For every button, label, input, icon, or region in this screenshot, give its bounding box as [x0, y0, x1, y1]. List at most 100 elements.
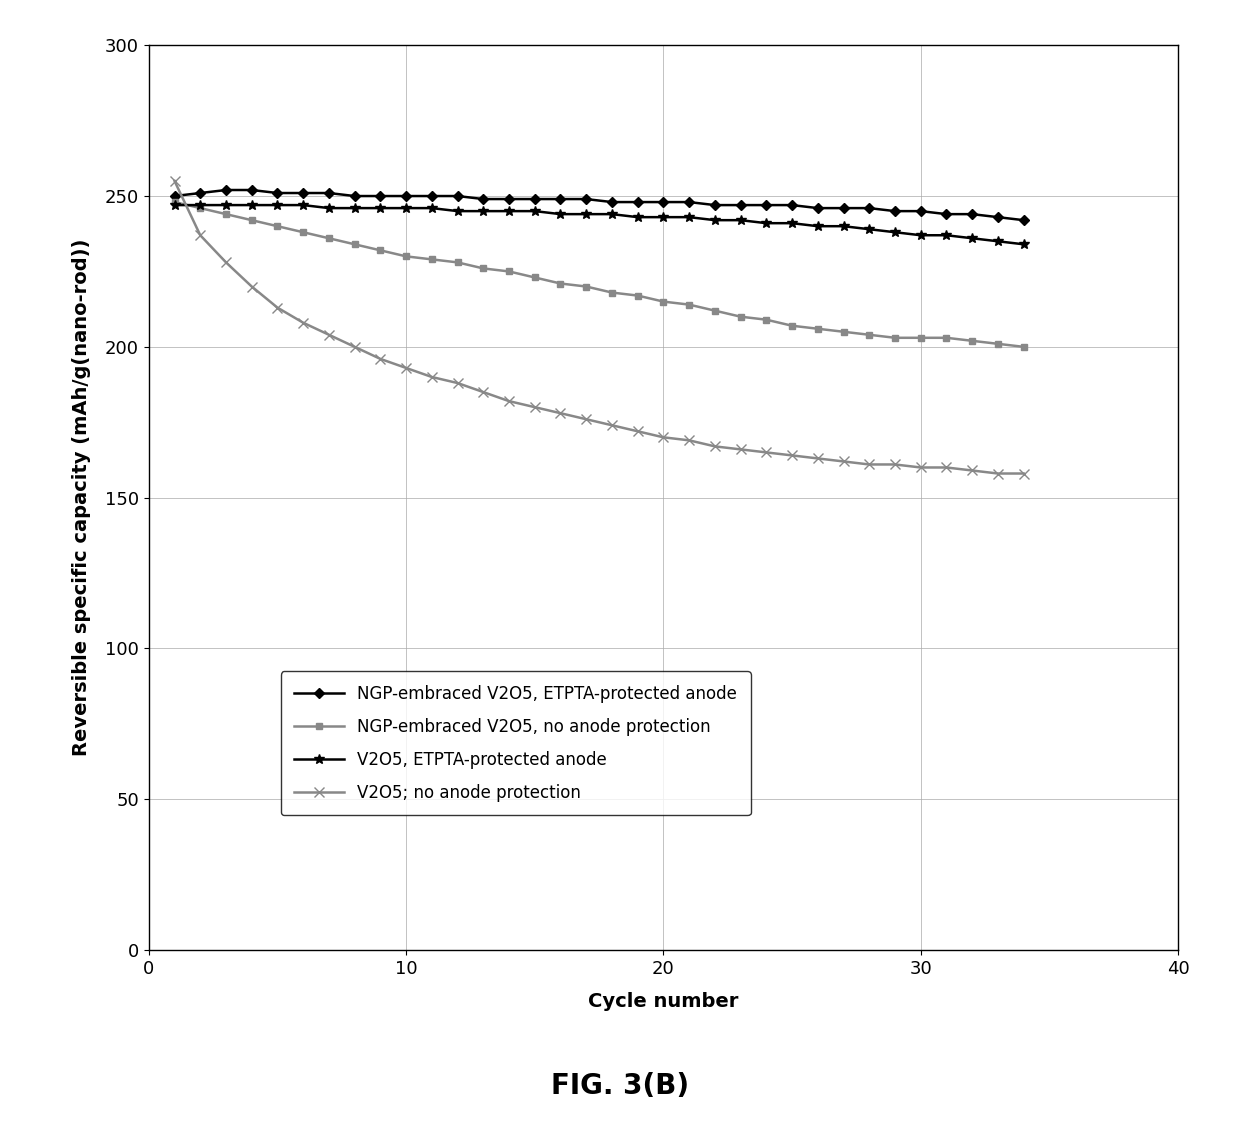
V2O5, ETPTA-protected anode — [939, 228, 954, 242]
NGP-embraced V2O5, ETPTA-protected anode — [193, 187, 208, 200]
Line: V2O5, ETPTA-protected anode: V2O5, ETPTA-protected anode — [170, 200, 1028, 249]
V2O5, ETPTA-protected anode — [862, 223, 877, 236]
NGP-embraced V2O5, ETPTA-protected anode — [785, 198, 800, 211]
NGP-embraced V2O5, no anode protection — [759, 313, 774, 327]
V2O5; no anode protection — [218, 256, 233, 269]
NGP-embraced V2O5, ETPTA-protected anode — [965, 207, 980, 221]
NGP-embraced V2O5, no anode protection — [399, 250, 414, 264]
V2O5; no anode protection — [193, 228, 208, 242]
NGP-embraced V2O5, no anode protection — [811, 322, 826, 336]
V2O5; no anode protection — [605, 418, 620, 432]
NGP-embraced V2O5, no anode protection — [424, 252, 439, 266]
V2O5; no anode protection — [759, 446, 774, 459]
NGP-embraced V2O5, no anode protection — [913, 331, 928, 345]
NGP-embraced V2O5, no anode protection — [605, 286, 620, 300]
V2O5, ETPTA-protected anode — [836, 219, 851, 233]
NGP-embraced V2O5, ETPTA-protected anode — [836, 201, 851, 215]
NGP-embraced V2O5, ETPTA-protected anode — [707, 198, 722, 211]
V2O5; no anode protection — [630, 424, 645, 438]
V2O5, ETPTA-protected anode — [811, 219, 826, 233]
Line: NGP-embraced V2O5, ETPTA-protected anode: NGP-embraced V2O5, ETPTA-protected anode — [171, 187, 1027, 224]
V2O5, ETPTA-protected anode — [476, 205, 491, 218]
V2O5; no anode protection — [836, 455, 851, 468]
V2O5, ETPTA-protected anode — [991, 234, 1006, 248]
V2O5; no anode protection — [579, 413, 594, 426]
V2O5, ETPTA-protected anode — [656, 210, 671, 224]
V2O5, ETPTA-protected anode — [733, 214, 748, 227]
NGP-embraced V2O5, ETPTA-protected anode — [939, 207, 954, 221]
NGP-embraced V2O5, ETPTA-protected anode — [733, 198, 748, 211]
NGP-embraced V2O5, ETPTA-protected anode — [656, 196, 671, 209]
NGP-embraced V2O5, ETPTA-protected anode — [862, 201, 877, 215]
NGP-embraced V2O5, no anode protection — [579, 279, 594, 293]
NGP-embraced V2O5, ETPTA-protected anode — [373, 189, 388, 202]
NGP-embraced V2O5, no anode protection — [682, 297, 697, 311]
V2O5, ETPTA-protected anode — [579, 207, 594, 221]
V2O5; no anode protection — [450, 377, 465, 390]
V2O5; no anode protection — [321, 328, 336, 342]
V2O5, ETPTA-protected anode — [888, 225, 903, 239]
NGP-embraced V2O5, no anode protection — [270, 219, 285, 233]
V2O5, ETPTA-protected anode — [965, 232, 980, 245]
NGP-embraced V2O5, no anode protection — [218, 207, 233, 221]
V2O5, ETPTA-protected anode — [682, 210, 697, 224]
V2O5, ETPTA-protected anode — [218, 198, 233, 211]
V2O5, ETPTA-protected anode — [295, 198, 310, 211]
NGP-embraced V2O5, ETPTA-protected anode — [347, 189, 362, 202]
Line: V2O5; no anode protection: V2O5; no anode protection — [170, 176, 1028, 478]
V2O5, ETPTA-protected anode — [527, 205, 542, 218]
NGP-embraced V2O5, ETPTA-protected anode — [630, 196, 645, 209]
V2O5, ETPTA-protected anode — [373, 201, 388, 215]
NGP-embraced V2O5, no anode protection — [862, 328, 877, 342]
Line: NGP-embraced V2O5, no anode protection: NGP-embraced V2O5, no anode protection — [171, 199, 1027, 351]
V2O5, ETPTA-protected anode — [270, 198, 285, 211]
NGP-embraced V2O5, no anode protection — [193, 201, 208, 215]
V2O5; no anode protection — [991, 467, 1006, 481]
NGP-embraced V2O5, no anode protection — [836, 325, 851, 338]
V2O5; no anode protection — [373, 352, 388, 365]
NGP-embraced V2O5, ETPTA-protected anode — [476, 192, 491, 206]
NGP-embraced V2O5, no anode protection — [347, 238, 362, 251]
Y-axis label: Reversible specific capacity (mAh/g(nano-rod)): Reversible specific capacity (mAh/g(nano… — [72, 239, 91, 757]
V2O5, ETPTA-protected anode — [167, 198, 182, 211]
V2O5, ETPTA-protected anode — [424, 201, 439, 215]
NGP-embraced V2O5, ETPTA-protected anode — [167, 189, 182, 202]
NGP-embraced V2O5, ETPTA-protected anode — [759, 198, 774, 211]
V2O5; no anode protection — [965, 464, 980, 477]
V2O5, ETPTA-protected anode — [913, 228, 928, 242]
NGP-embraced V2O5, no anode protection — [888, 331, 903, 345]
V2O5; no anode protection — [785, 449, 800, 463]
V2O5; no anode protection — [862, 458, 877, 472]
NGP-embraced V2O5, ETPTA-protected anode — [399, 189, 414, 202]
NGP-embraced V2O5, no anode protection — [630, 288, 645, 302]
NGP-embraced V2O5, ETPTA-protected anode — [270, 187, 285, 200]
V2O5, ETPTA-protected anode — [759, 216, 774, 230]
NGP-embraced V2O5, no anode protection — [476, 261, 491, 275]
NGP-embraced V2O5, ETPTA-protected anode — [888, 205, 903, 218]
V2O5; no anode protection — [244, 279, 259, 293]
V2O5; no anode protection — [553, 406, 568, 420]
NGP-embraced V2O5, no anode protection — [373, 243, 388, 257]
V2O5; no anode protection — [270, 301, 285, 314]
NGP-embraced V2O5, ETPTA-protected anode — [553, 192, 568, 206]
V2O5; no anode protection — [733, 442, 748, 456]
NGP-embraced V2O5, no anode protection — [991, 337, 1006, 351]
NGP-embraced V2O5, no anode protection — [167, 196, 182, 209]
NGP-embraced V2O5, no anode protection — [450, 256, 465, 269]
V2O5, ETPTA-protected anode — [553, 207, 568, 221]
V2O5, ETPTA-protected anode — [193, 198, 208, 211]
V2O5; no anode protection — [707, 440, 722, 454]
V2O5, ETPTA-protected anode — [399, 201, 414, 215]
NGP-embraced V2O5, no anode protection — [553, 277, 568, 291]
V2O5; no anode protection — [347, 340, 362, 354]
NGP-embraced V2O5, no anode protection — [244, 214, 259, 227]
NGP-embraced V2O5, ETPTA-protected anode — [682, 196, 697, 209]
V2O5, ETPTA-protected anode — [630, 210, 645, 224]
V2O5; no anode protection — [682, 433, 697, 447]
NGP-embraced V2O5, ETPTA-protected anode — [295, 187, 310, 200]
V2O5, ETPTA-protected anode — [501, 205, 516, 218]
NGP-embraced V2O5, ETPTA-protected anode — [991, 210, 1006, 224]
NGP-embraced V2O5, no anode protection — [939, 331, 954, 345]
V2O5; no anode protection — [476, 386, 491, 399]
NGP-embraced V2O5, no anode protection — [785, 319, 800, 333]
